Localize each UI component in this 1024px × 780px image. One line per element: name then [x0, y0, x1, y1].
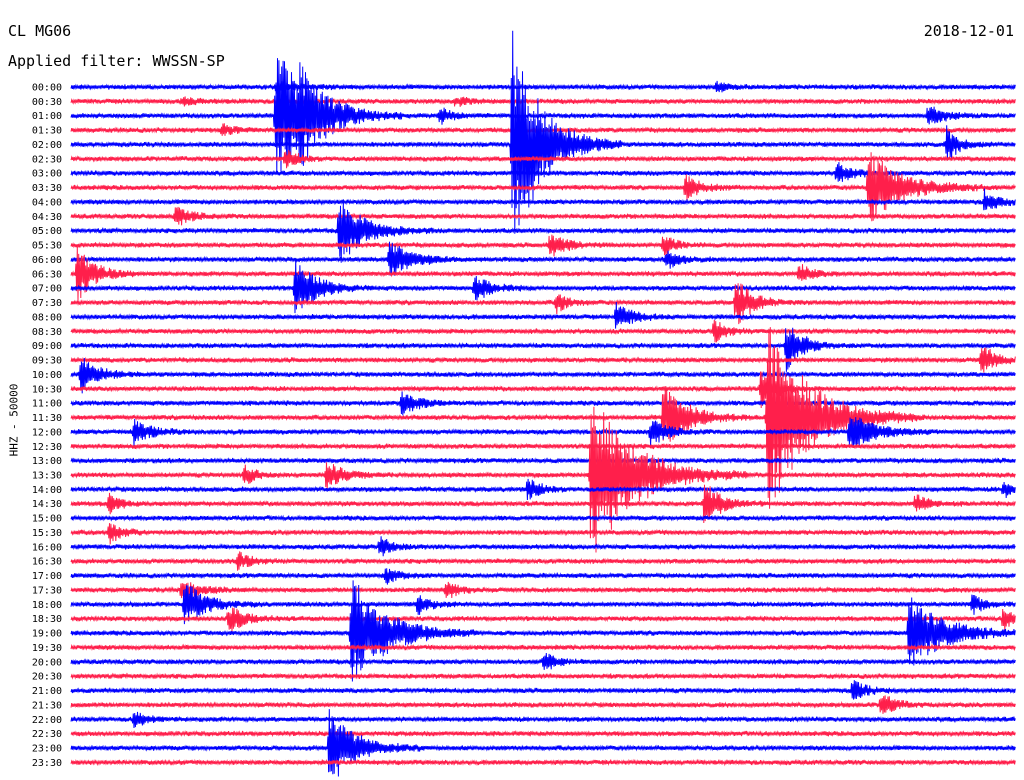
row-time-label: 12:00 — [32, 427, 62, 438]
row-time-label: 22:00 — [32, 715, 62, 726]
seismic-trace — [70, 523, 1016, 545]
seismic-trace — [70, 536, 1016, 557]
seismic-trace — [70, 695, 1016, 714]
row-time-label: 19:30 — [32, 643, 62, 654]
seismic-trace — [70, 484, 1016, 524]
row-time-label: 16:00 — [32, 542, 62, 553]
row-time-label: 21:00 — [32, 686, 62, 697]
row-time-label: 23:30 — [32, 758, 62, 769]
seismic-trace — [70, 327, 1016, 509]
seismic-trace — [70, 301, 1016, 329]
seismic-trace — [70, 652, 1016, 670]
row-time-label: 01:30 — [32, 126, 62, 137]
row-time-label: 03:30 — [32, 183, 62, 194]
seismic-trace — [70, 246, 1016, 303]
row-time-label: 08:00 — [32, 312, 62, 323]
row-time-label: 00:00 — [32, 83, 62, 94]
row-time-label: 14:00 — [32, 485, 62, 496]
seismic-trace — [70, 580, 1016, 682]
row-time-label: 18:00 — [32, 600, 62, 611]
row-time-label: 13:30 — [32, 470, 62, 481]
seismic-trace — [70, 241, 1016, 276]
seismic-trace — [70, 406, 1016, 553]
seismic-trace — [70, 680, 1016, 700]
row-time-label: 02:30 — [32, 154, 62, 165]
row-time-label: 06:00 — [32, 255, 62, 266]
seismic-trace — [70, 417, 1016, 448]
seismic-trace — [70, 729, 1016, 738]
row-time-label: 17:00 — [32, 571, 62, 582]
seismic-trace — [70, 152, 1016, 222]
row-time-label: 17:30 — [32, 585, 62, 596]
row-time-label: 22:30 — [32, 729, 62, 740]
seismic-trace — [70, 758, 1016, 767]
row-time-label: 15:00 — [32, 514, 62, 525]
seismic-trace — [70, 188, 1016, 211]
seismic-trace — [70, 391, 1016, 416]
seismic-trace — [70, 234, 1016, 257]
seismic-trace — [70, 581, 1016, 602]
station-label: CL MG06 — [8, 22, 72, 40]
seismic-trace — [70, 709, 1016, 777]
seismic-trace — [70, 514, 1016, 522]
row-time-label: 15:30 — [32, 528, 62, 539]
row-time-label: 09:00 — [32, 341, 62, 352]
seismic-trace — [70, 96, 1016, 107]
seismic-trace — [70, 711, 1016, 729]
seismic-trace — [70, 206, 1016, 226]
row-time-label: 18:30 — [32, 614, 62, 625]
row-time-label: 14:30 — [32, 499, 62, 510]
seismic-trace — [70, 149, 1016, 169]
date-label: 2018-12-01 — [923, 22, 1014, 40]
row-time-label: 05:30 — [32, 241, 62, 252]
seismic-trace — [70, 327, 1016, 372]
row-time-label: 08:30 — [32, 327, 62, 338]
seismic-trace — [70, 643, 1016, 652]
row-time-label: 11:00 — [32, 399, 62, 410]
seismic-trace — [70, 202, 1016, 263]
seismic-trace — [70, 283, 1016, 325]
seismic-trace — [70, 442, 1016, 450]
seismic-trace — [70, 551, 1016, 571]
seismic-trace — [70, 257, 1016, 314]
filter-label: Applied filter: WWSSN-SP — [8, 52, 225, 70]
seismic-trace — [70, 607, 1016, 632]
row-time-label: 03:00 — [32, 169, 62, 180]
seismic-trace — [70, 672, 1016, 680]
row-time-label: 23:00 — [32, 744, 62, 755]
row-time-label: 16:30 — [32, 557, 62, 568]
row-time-label: 09:30 — [32, 356, 62, 367]
row-time-label: 21:30 — [32, 700, 62, 711]
seismic-trace — [70, 319, 1016, 343]
row-time-label: 19:00 — [32, 629, 62, 640]
row-time-label: 10:00 — [32, 370, 62, 381]
seismic-trace — [70, 30, 1016, 234]
row-time-label: 04:00 — [32, 197, 62, 208]
row-time-label: 01:00 — [32, 111, 62, 122]
row-time-label: 05:00 — [32, 226, 62, 237]
row-time-label: 20:30 — [32, 672, 62, 683]
row-time-label: 10:30 — [32, 384, 62, 395]
row-time-label: 06:30 — [32, 269, 62, 280]
seismic-trace — [70, 371, 1016, 409]
row-time-label: 20:00 — [32, 657, 62, 668]
row-time-label: 13:00 — [32, 456, 62, 467]
seismic-trace — [70, 357, 1016, 394]
row-time-label: 07:30 — [32, 298, 62, 309]
seismic-trace — [70, 568, 1016, 585]
row-time-label: 02:00 — [32, 140, 62, 151]
row-time-label: 11:30 — [32, 413, 62, 424]
seismic-trace — [70, 347, 1016, 373]
seismic-trace — [70, 162, 1016, 182]
seismic-trace — [70, 478, 1016, 501]
row-time-label: 04:30 — [32, 212, 62, 223]
row-time-label: 00:30 — [32, 97, 62, 108]
seismic-trace — [70, 585, 1016, 625]
row-time-label: 12:30 — [32, 442, 62, 453]
row-time-label: 07:00 — [32, 284, 62, 295]
seismic-trace — [70, 457, 1016, 465]
seismic-trace — [70, 58, 1016, 174]
seismic-trace — [70, 80, 1016, 94]
